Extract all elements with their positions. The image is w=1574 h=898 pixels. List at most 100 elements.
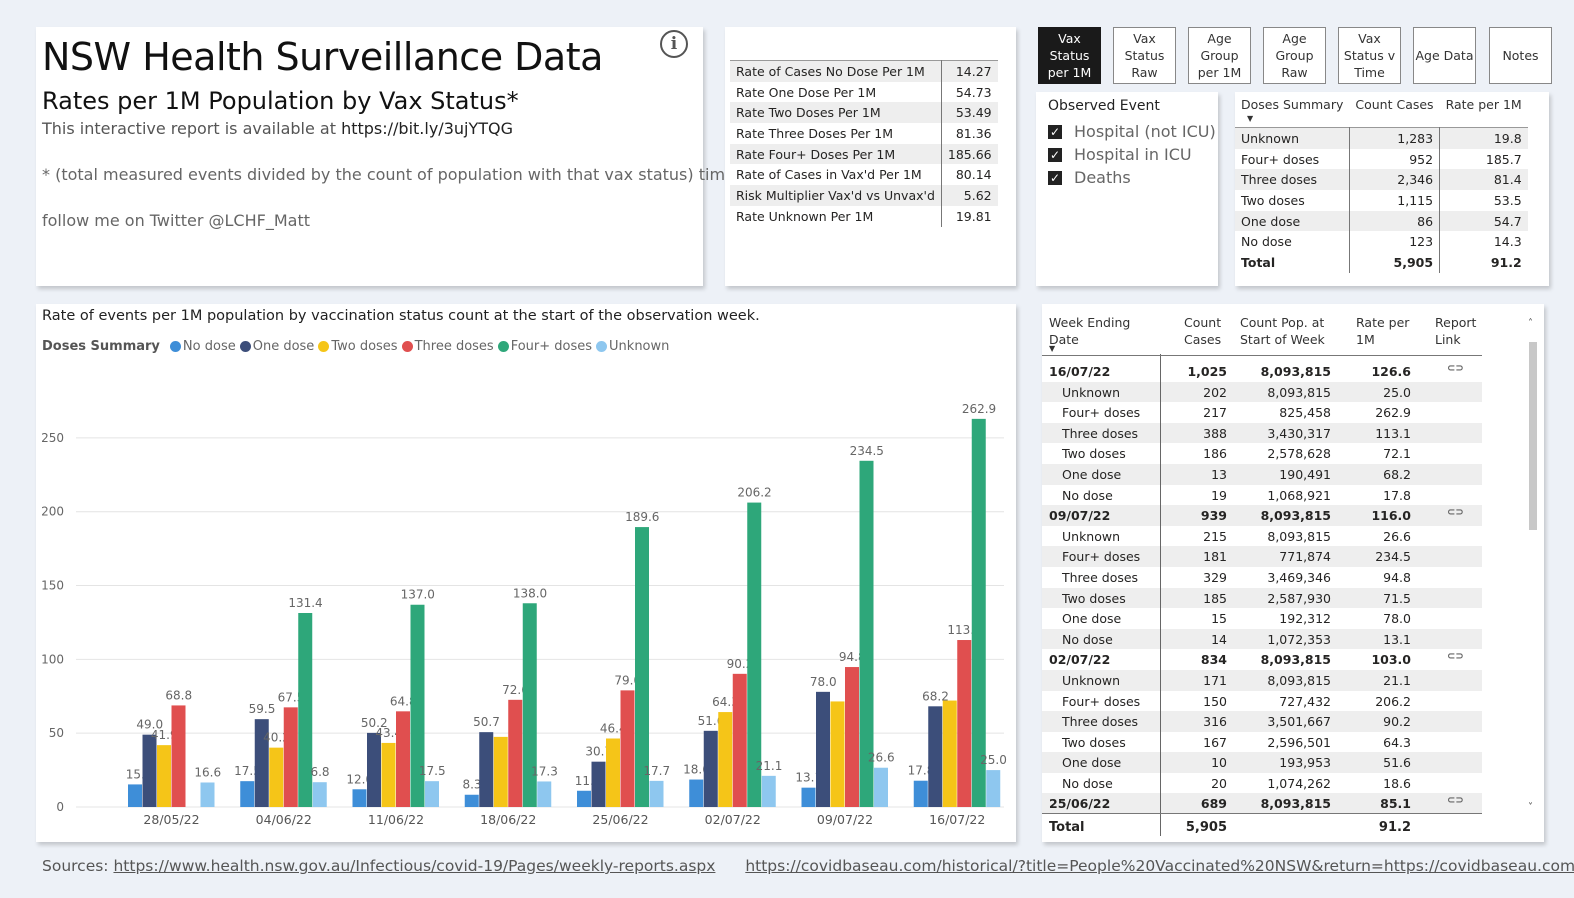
bar[interactable] <box>761 775 776 807</box>
bar[interactable] <box>425 781 439 807</box>
weekly-cell: 103.0 <box>1371 652 1411 668</box>
weekly-header-cell[interactable]: Count Cases <box>1184 315 1222 347</box>
scrollbar-thumb[interactable] <box>1529 342 1537 530</box>
bar[interactable] <box>537 781 552 807</box>
tab-age-group-per-1m[interactable]: Age Group per 1M <box>1188 27 1251 84</box>
data-label: 11. <box>575 774 594 788</box>
source-link-covidbaseau[interactable]: https://covidbaseau.com/historical/?titl… <box>745 857 1574 875</box>
doses-cell: 14.3 <box>1439 231 1528 253</box>
tab-notes[interactable]: Notes <box>1489 27 1552 84</box>
tab-vax-status-raw[interactable]: Vax Status Raw <box>1113 27 1176 84</box>
event-checkbox-row[interactable]: ✓ Deaths <box>1048 166 1216 189</box>
legend-label: Unknown <box>609 339 670 354</box>
scroll-up-icon[interactable]: ˄ <box>1528 318 1533 329</box>
tab-vax-status-per-1m[interactable]: Vax Status per 1M <box>1038 27 1101 84</box>
event-checkbox-row[interactable]: ✓ Hospital in ICU <box>1048 143 1216 166</box>
bar[interactable] <box>718 712 733 807</box>
bar[interactable] <box>689 779 704 807</box>
bar[interactable] <box>747 502 762 807</box>
bar[interactable] <box>522 603 537 807</box>
source-link-nsw-health[interactable]: https://www.health.nsw.gov.au/Infectious… <box>113 857 716 875</box>
scroll-down-icon[interactable]: ˅ <box>1528 802 1533 813</box>
checkbox-checked-icon[interactable]: ✓ <box>1048 147 1062 162</box>
bar[interactable] <box>703 730 718 807</box>
bar[interactable] <box>620 690 635 807</box>
doses-cell: 1,115 <box>1348 190 1440 211</box>
scrollbar[interactable]: ˄ ˅ <box>1526 314 1540 824</box>
legend-item[interactable]: Four+ doses <box>497 339 592 354</box>
doses-cell: 2,346 <box>1348 169 1440 191</box>
bar[interactable] <box>591 761 606 807</box>
doses-header-cell[interactable]: Doses Summary <box>1241 97 1344 112</box>
weekly-header-cell[interactable]: Rate per 1M <box>1356 315 1410 347</box>
bar[interactable] <box>732 673 747 807</box>
observed-event-title: Observed Event <box>1048 98 1160 114</box>
bar[interactable] <box>816 691 830 807</box>
report-link-icon[interactable]: ⊂⊃ <box>1447 651 1464 663</box>
bar[interactable] <box>971 418 986 807</box>
bar[interactable] <box>859 460 874 807</box>
report-link[interactable]: https://bit.ly/3ujYTQG <box>341 119 513 138</box>
bar[interactable] <box>801 787 816 807</box>
weekly-header-cell[interactable]: Week Ending Date <box>1049 315 1131 347</box>
bar[interactable] <box>298 613 313 807</box>
bar[interactable] <box>283 707 298 807</box>
bar[interactable] <box>464 794 479 807</box>
event-checkbox-row[interactable]: ✓ Hospital (not ICU) <box>1048 120 1216 143</box>
bar[interactable] <box>508 699 523 807</box>
bar[interactable] <box>128 784 142 807</box>
bar[interactable] <box>649 780 664 807</box>
bar[interactable] <box>942 700 957 807</box>
doses-header-cell[interactable]: Rate per 1M <box>1445 97 1522 112</box>
bar[interactable] <box>171 705 186 807</box>
data-label: 64.8 <box>390 694 417 708</box>
bar[interactable] <box>352 789 367 807</box>
legend-item[interactable]: Two doses <box>318 339 398 354</box>
tab-age-group-raw[interactable]: Age Group Raw <box>1263 27 1326 84</box>
bar[interactable] <box>254 719 269 807</box>
report-link-icon[interactable]: ⊂⊃ <box>1447 507 1464 519</box>
bar[interactable] <box>577 790 591 807</box>
data-label: 17.3 <box>531 764 558 778</box>
bar[interactable] <box>410 604 425 807</box>
tab-vax-status-v-time[interactable]: Vax Status v Time <box>1338 27 1401 84</box>
checkbox-checked-icon[interactable]: ✓ <box>1048 124 1062 139</box>
report-link-icon[interactable]: ⊂⊃ <box>1447 795 1464 807</box>
bar[interactable] <box>240 781 255 807</box>
bar[interactable] <box>928 706 943 807</box>
sort-desc-icon[interactable]: ▼ <box>1247 114 1254 123</box>
footnote: * (total measured events divided by the … <box>42 165 773 184</box>
bar[interactable] <box>493 736 508 807</box>
bar[interactable] <box>845 667 859 807</box>
bar[interactable] <box>367 732 381 807</box>
legend-item[interactable]: One dose <box>239 339 314 354</box>
bar[interactable] <box>635 527 649 807</box>
legend-item[interactable]: Three doses <box>401 339 494 354</box>
legend-item[interactable]: Unknown <box>596 339 669 354</box>
bar[interactable] <box>479 732 494 807</box>
bar[interactable] <box>957 640 972 807</box>
bar[interactable] <box>606 738 620 807</box>
doses-row: Four+ doses 952 185.7 <box>1235 148 1528 170</box>
bar[interactable] <box>200 782 215 807</box>
rate-label: Rate of Cases No Dose Per 1M <box>730 60 942 82</box>
sort-desc-icon[interactable]: ▼ <box>1049 344 1056 353</box>
info-icon[interactable]: i <box>660 30 688 58</box>
report-link-icon[interactable]: ⊂⊃ <box>1447 363 1464 374</box>
bar[interactable] <box>381 742 396 807</box>
bar[interactable] <box>874 767 888 807</box>
legend-item[interactable]: No dose <box>169 339 236 354</box>
bar[interactable] <box>913 780 928 807</box>
tab-age-data[interactable]: Age Data <box>1413 27 1476 84</box>
bar[interactable] <box>142 734 157 807</box>
weekly-header-cell[interactable]: Report Link <box>1435 315 1477 347</box>
bar[interactable] <box>830 701 845 807</box>
doses-header-cell[interactable]: Count Cases <box>1355 97 1434 112</box>
bar[interactable] <box>396 711 410 807</box>
bar[interactable] <box>986 770 1001 807</box>
bar[interactable] <box>312 782 327 807</box>
bar[interactable] <box>157 745 171 807</box>
checkbox-checked-icon[interactable]: ✓ <box>1048 170 1062 185</box>
bar[interactable] <box>269 747 284 807</box>
weekly-header-cell[interactable]: Count Pop. at Start of Week <box>1240 315 1325 347</box>
